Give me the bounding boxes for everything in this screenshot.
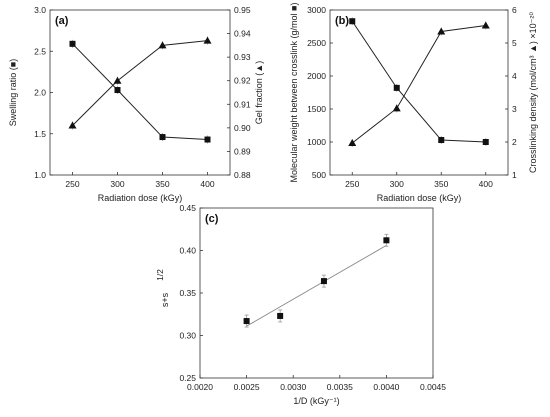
plot-frame-c — [199, 207, 434, 379]
y-left-tick-label-a: 3.0 — [34, 5, 46, 15]
y-left-tick-label-a: 2.5 — [34, 46, 46, 56]
data-point-triangle-b — [437, 27, 446, 35]
y-left-tick-label-a: 2.0 — [34, 88, 46, 98]
y-right-tick-label-b: 4 — [512, 71, 517, 81]
data-point-square-a — [204, 136, 211, 143]
y-left-tick-label-a: 1.0 — [34, 170, 46, 180]
data-point-triangle-a — [68, 121, 77, 129]
x-tick-label-b: 400 — [479, 179, 493, 189]
y-right-axis-label-a: Gel fraction (▲) — [254, 61, 264, 124]
y-axis-label-sup-c: 1/2 — [155, 269, 165, 281]
x-tick-label-b: 300 — [390, 179, 404, 189]
x-tick-label-c: 0.0020 — [187, 382, 213, 392]
data-point-c — [277, 312, 284, 319]
x-tick-label-c: 0.0035 — [327, 382, 353, 392]
data-point-triangle-b — [348, 138, 357, 146]
y-right-tick-label-a: 0.90 — [234, 123, 251, 133]
y-left-axis-label-b: Molecular weight between crosslink (g/mo… — [289, 2, 299, 182]
x-tick-label-c: 0.0025 — [234, 382, 260, 392]
y-tick-label-c: 0.45 — [179, 203, 196, 213]
plot-frame-b — [329, 9, 509, 176]
y-axis-label-c: s+s — [160, 292, 170, 307]
x-axis-label-a: Radiation dose (kGy) — [98, 193, 183, 203]
series-line-b-triangle — [351, 25, 486, 144]
data-point-square-a — [159, 134, 166, 141]
y-right-tick-label-b: 1 — [512, 170, 517, 180]
panel-label-a: (a) — [55, 15, 69, 27]
y-left-tick-label-b: 1500 — [307, 104, 326, 114]
x-tick-label-b: 350 — [434, 179, 448, 189]
x-tick-label-c: 0.0030 — [280, 382, 306, 392]
y-right-tick-label-a: 0.93 — [234, 52, 251, 62]
y-right-tick-label-a: 0.88 — [234, 170, 251, 180]
y-left-tick-label-a: 1.5 — [34, 129, 46, 139]
y-right-tick-label-a: 0.92 — [234, 76, 251, 86]
data-point-c — [243, 318, 250, 325]
series-line-a-triangle — [72, 40, 208, 126]
y-right-tick-label-a: 0.89 — [234, 146, 251, 156]
data-point-square-a — [114, 87, 121, 94]
data-point-square-a — [69, 40, 76, 47]
series-line-a-square — [72, 43, 208, 141]
y-left-axis-label-a: Swelling ratio (■) — [8, 59, 18, 126]
y-left-tick-label-b: 2500 — [307, 38, 326, 48]
y-right-tick-label-a: 0.95 — [234, 5, 251, 15]
y-tick-label-c: 0.25 — [179, 373, 196, 383]
y-right-axis-label-b: Crosslinking density (mol/cm³ ▲) ×10⁻²⁰ — [528, 12, 538, 173]
data-point-triangle-b — [392, 104, 401, 112]
y-right-tick-label-b: 2 — [512, 137, 517, 147]
x-tick-label-a: 350 — [155, 179, 169, 189]
y-tick-label-c: 0.30 — [179, 331, 196, 341]
x-axis-label-b: Radiation dose (kGy) — [377, 193, 462, 203]
x-tick-label-b: 250 — [345, 179, 359, 189]
data-point-square-b — [482, 139, 489, 145]
data-point-triangle-a — [158, 41, 167, 49]
plot-frame-a — [49, 9, 231, 176]
panel-label-c: (c) — [205, 213, 219, 225]
y-right-tick-label-b: 6 — [512, 5, 517, 15]
data-point-triangle-a — [113, 76, 122, 84]
y-right-tick-label-a: 0.91 — [234, 99, 251, 109]
y-left-tick-label-b: 2000 — [307, 71, 326, 81]
x-tick-label-a: 250 — [65, 179, 79, 189]
data-point-square-b — [438, 137, 445, 144]
y-tick-label-c: 0.35 — [179, 288, 196, 298]
panel-label-b: (b) — [335, 15, 349, 27]
y-right-tick-label-b: 3 — [512, 104, 517, 114]
data-point-triangle-a — [203, 36, 212, 44]
x-tick-label-c: 0.0045 — [420, 382, 446, 392]
x-tick-label-c: 0.0040 — [373, 382, 399, 392]
x-tick-label-a: 400 — [200, 179, 214, 189]
y-right-tick-label-a: 0.94 — [234, 29, 251, 39]
data-point-c — [320, 278, 327, 285]
x-axis-label-c: 1/D (kGy⁻¹) — [293, 396, 339, 406]
y-left-tick-label-b: 1000 — [307, 137, 326, 147]
fit-line-c — [246, 245, 387, 327]
data-point-square-b — [393, 84, 400, 91]
data-point-c — [383, 237, 390, 244]
data-point-square-b — [349, 18, 356, 25]
y-left-tick-label-b: 3000 — [307, 5, 326, 15]
data-point-triangle-b — [481, 21, 490, 29]
x-tick-label-a: 300 — [110, 179, 124, 189]
y-right-tick-label-b: 5 — [512, 38, 517, 48]
y-left-tick-label-b: 500 — [312, 170, 326, 180]
y-tick-label-c: 0.40 — [179, 246, 196, 256]
series-line-b-square — [351, 20, 486, 143]
